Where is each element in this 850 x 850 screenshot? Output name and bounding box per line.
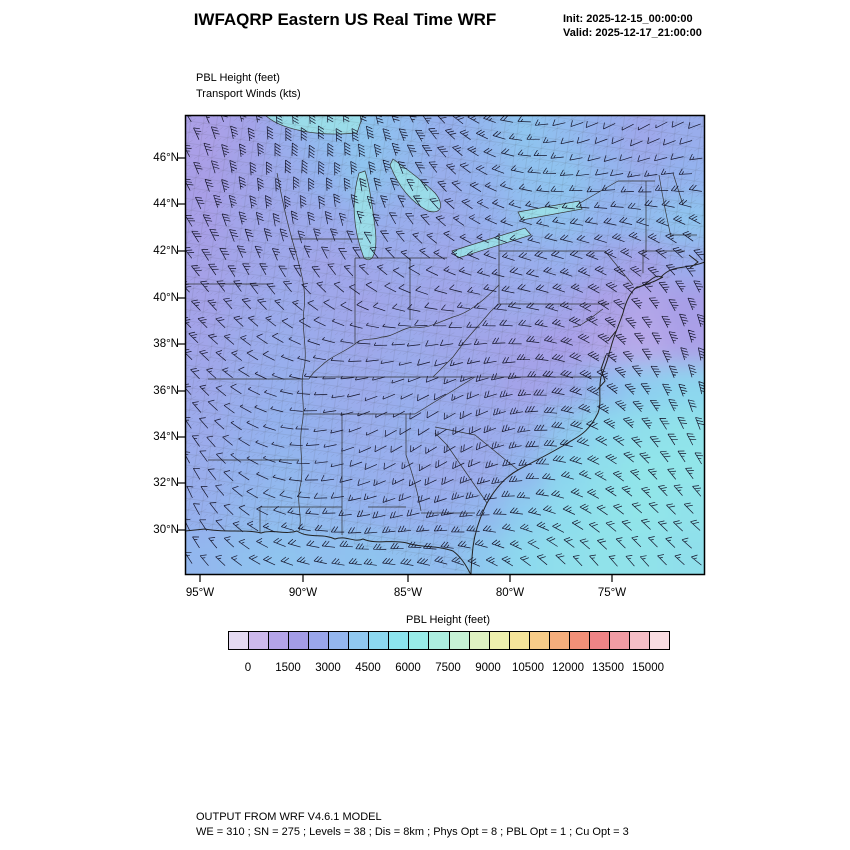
colorbar-box [248,631,270,650]
map-border [184,114,706,576]
colorbar-title: PBL Height (feet) [406,614,490,626]
lat-tick-label: 34°N [153,431,179,443]
init-time: Init: 2025-12-15_00:00:00 [563,13,693,25]
colorbar-box [408,631,430,650]
colorbar-box [368,631,390,650]
field-labels: PBL Height (feet) Transport Winds (kts) [196,70,301,102]
colorbar-box [588,631,610,650]
colorbar-tick-label: 0 [244,662,252,674]
wind-barbs [185,115,705,567]
lon-tick-label: 80°W [495,587,525,599]
lon-tick-label: 90°W [288,587,318,599]
colorbar-tick-label: 4500 [355,662,381,674]
rivers [291,238,500,532]
colorbar-box [648,631,671,650]
colorbar-box [228,631,250,650]
lat-tick-label: 40°N [153,292,179,304]
lon-tick-label: 95°W [185,587,215,599]
colorbar-tick-label: 13500 [592,662,624,674]
axis-ticks [178,157,613,582]
lat-tick-label: 32°N [153,477,179,489]
colorbar-tick-label: 3000 [315,662,341,674]
run-info: Init: 2025-12-15_00:00:00 Valid: 2025-12… [563,12,702,40]
lat-tick-label: 42°N [153,245,179,257]
colorbar-tick-label: 15000 [632,662,664,674]
lat-tick-label: 36°N [153,385,179,397]
colorbar [228,631,671,650]
colorbar-box [488,631,510,650]
colorbar-box [508,631,530,650]
field-label-winds: Transport Winds (kts) [196,88,301,100]
lat-tick-label: 46°N [153,152,179,164]
colorbar-box [308,631,330,650]
colorbar-box [328,631,350,650]
colorbar-box [388,631,410,650]
lat-tick-label: 30°N [153,524,179,536]
colorbar-box [448,631,470,650]
colorbar-box [268,631,290,650]
lon-tick-label: 85°W [393,587,423,599]
footer: OUTPUT FROM WRF V4.6.1 MODEL WE = 310 ; … [196,810,629,840]
page-title: IWFAQRP Eastern US Real Time WRF [193,10,497,29]
lat-tick-label: 38°N [153,338,179,350]
colorbar-box [548,631,570,650]
field-label-pbl: PBL Height (feet) [196,72,280,84]
footer-config-line: WE = 310 ; SN = 275 ; Levels = 38 ; Dis … [196,826,629,838]
colorbar-tick-label: 6000 [395,662,421,674]
map-region: 46°N 44°N 42°N 40°N 38°N 36°N 34°N 32°N 30°N 95°… [153,114,706,599]
colorbar-box [528,631,550,650]
colorbar-tick-labels: 0 1500 3000 4500 6000 7500 9000 10500 12000 13500… [228,662,668,676]
wrf-map [178,114,706,582]
lon-tick-label: 75°W [597,587,627,599]
colorbar-box [468,631,490,650]
colorbar-tick-label: 12000 [552,662,584,674]
colorbar-tick-label: 10500 [512,662,544,674]
footer-model-line: OUTPUT FROM WRF V4.6.1 MODEL [196,811,382,823]
colorbar-tick-label: 1500 [275,662,301,674]
lat-tick-label: 44°N [153,198,179,210]
colorbar-box [568,631,590,650]
colorbar-box [428,631,450,650]
colorbar-box [608,631,630,650]
colorbar-box [348,631,370,650]
colorbar-box [288,631,310,650]
valid-time: Valid: 2025-12-17_21:00:00 [563,27,702,39]
colorbar-tick-label: 7500 [435,662,461,674]
colorbar-box [628,631,650,650]
colorbar-tick-label: 9000 [475,662,501,674]
